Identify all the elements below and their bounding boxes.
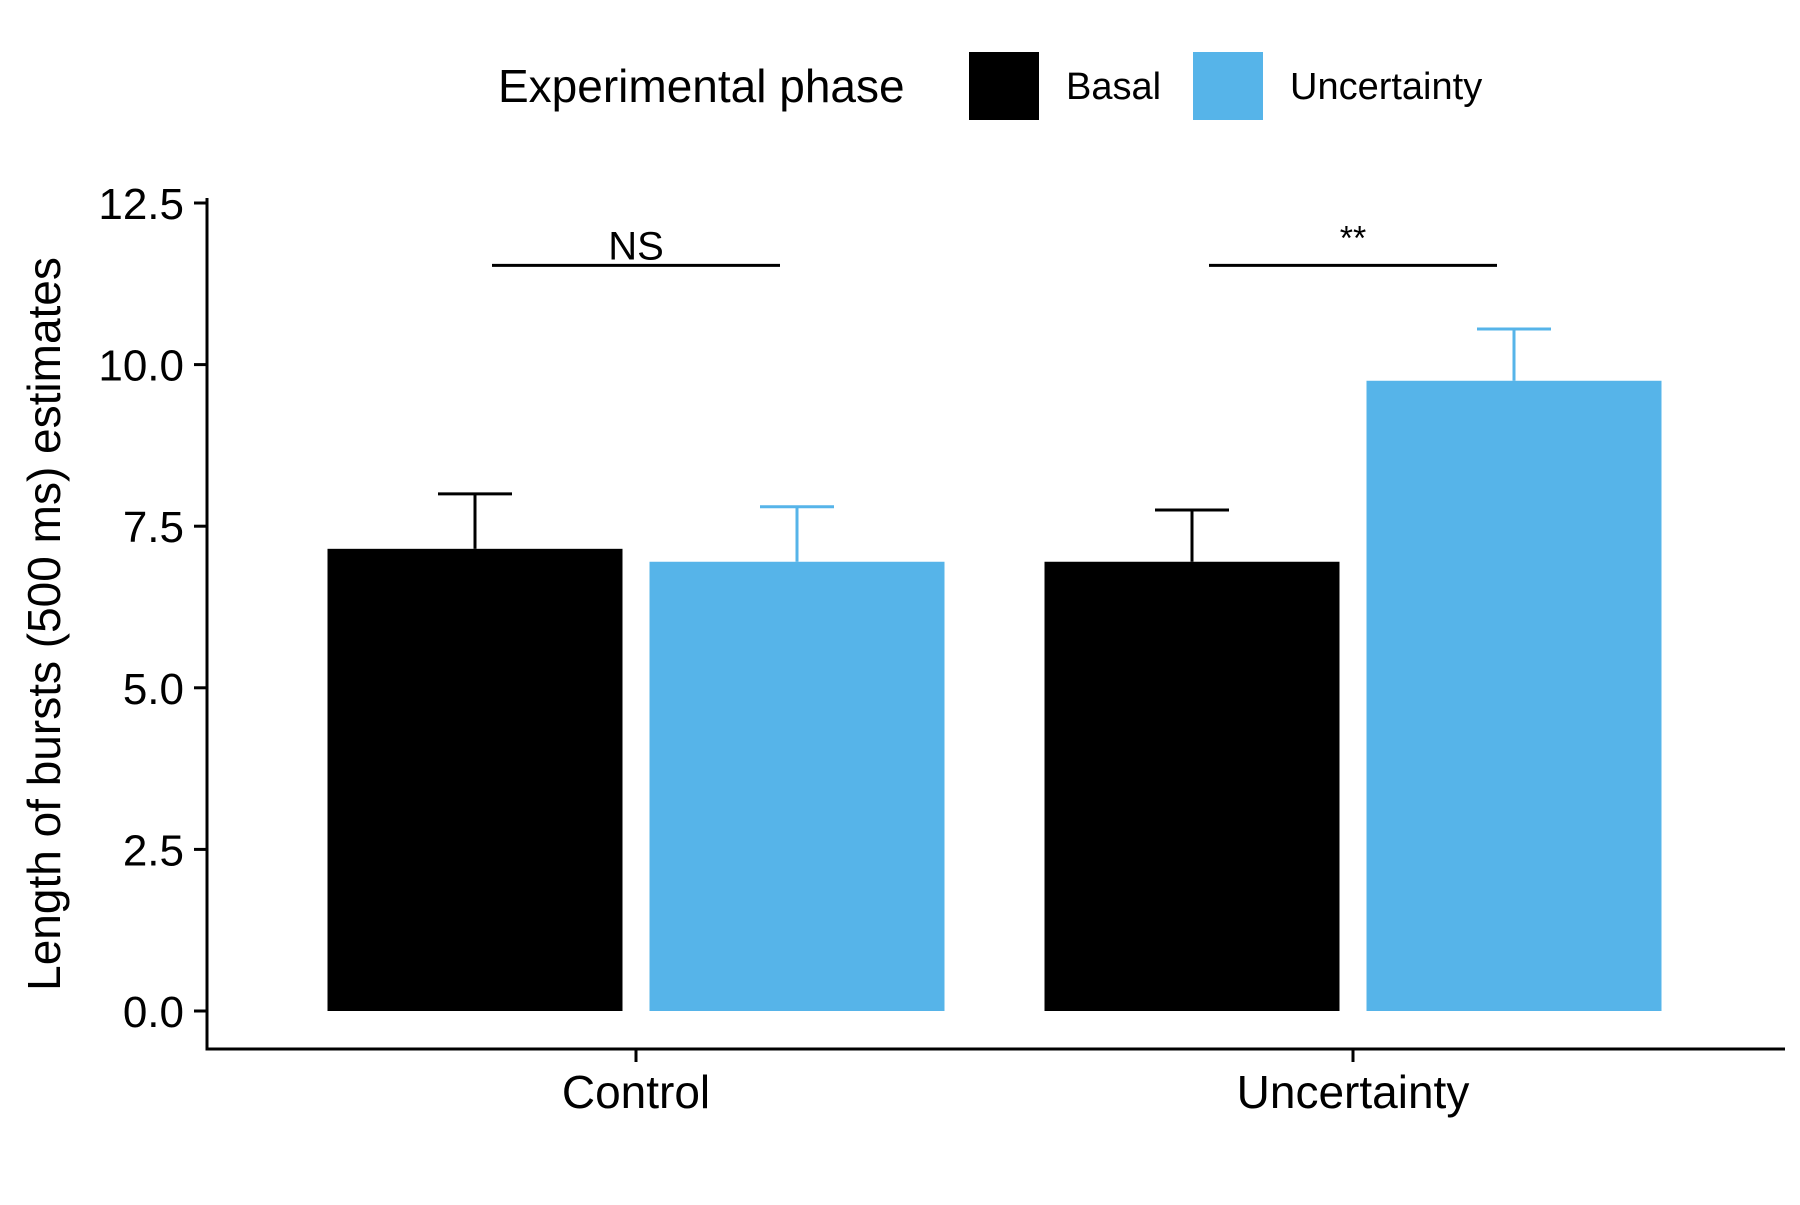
x-tick-label: Control [562,1066,710,1118]
y-tick-label: 10.0 [98,342,184,391]
x-tick-label: Uncertainty [1237,1066,1470,1118]
y-tick-label: 7.5 [123,503,184,552]
error-bars [438,327,1551,562]
axes: Length of bursts (500 ms) estimates [18,198,1785,1051]
significance-label: NS [608,224,664,268]
legend-swatch-uncertainty [1193,52,1263,120]
x-ticks: Control Uncertainty [562,1049,1469,1118]
legend: Experimental phase Basal Uncertainty [498,52,1482,120]
legend-title: Experimental phase [498,60,905,112]
y-axis-label: Length of bursts (500 ms) estimates [18,257,70,991]
y-tick-label: 2.5 [123,826,184,875]
bar-uncertainty-control [649,561,945,1011]
legend-swatch-basal [969,52,1039,120]
y-tick-label: 12.5 [98,180,184,229]
y-ticks: 0.0 2.5 5.0 7.5 10.0 12.5 [98,180,207,1037]
bar-uncertainty-uncertainty [1366,380,1662,1011]
bars [327,380,1662,1011]
bar-basal-control [327,548,623,1011]
bar-basal-uncertainty [1044,561,1340,1011]
legend-label-basal: Basal [1066,66,1161,108]
y-tick-label: 0.0 [123,988,184,1037]
y-tick-label: 5.0 [123,665,184,714]
significance-label: ** [1340,219,1366,257]
significance-annotations: NS ** [492,219,1497,268]
legend-label-uncertainty: Uncertainty [1290,66,1482,108]
